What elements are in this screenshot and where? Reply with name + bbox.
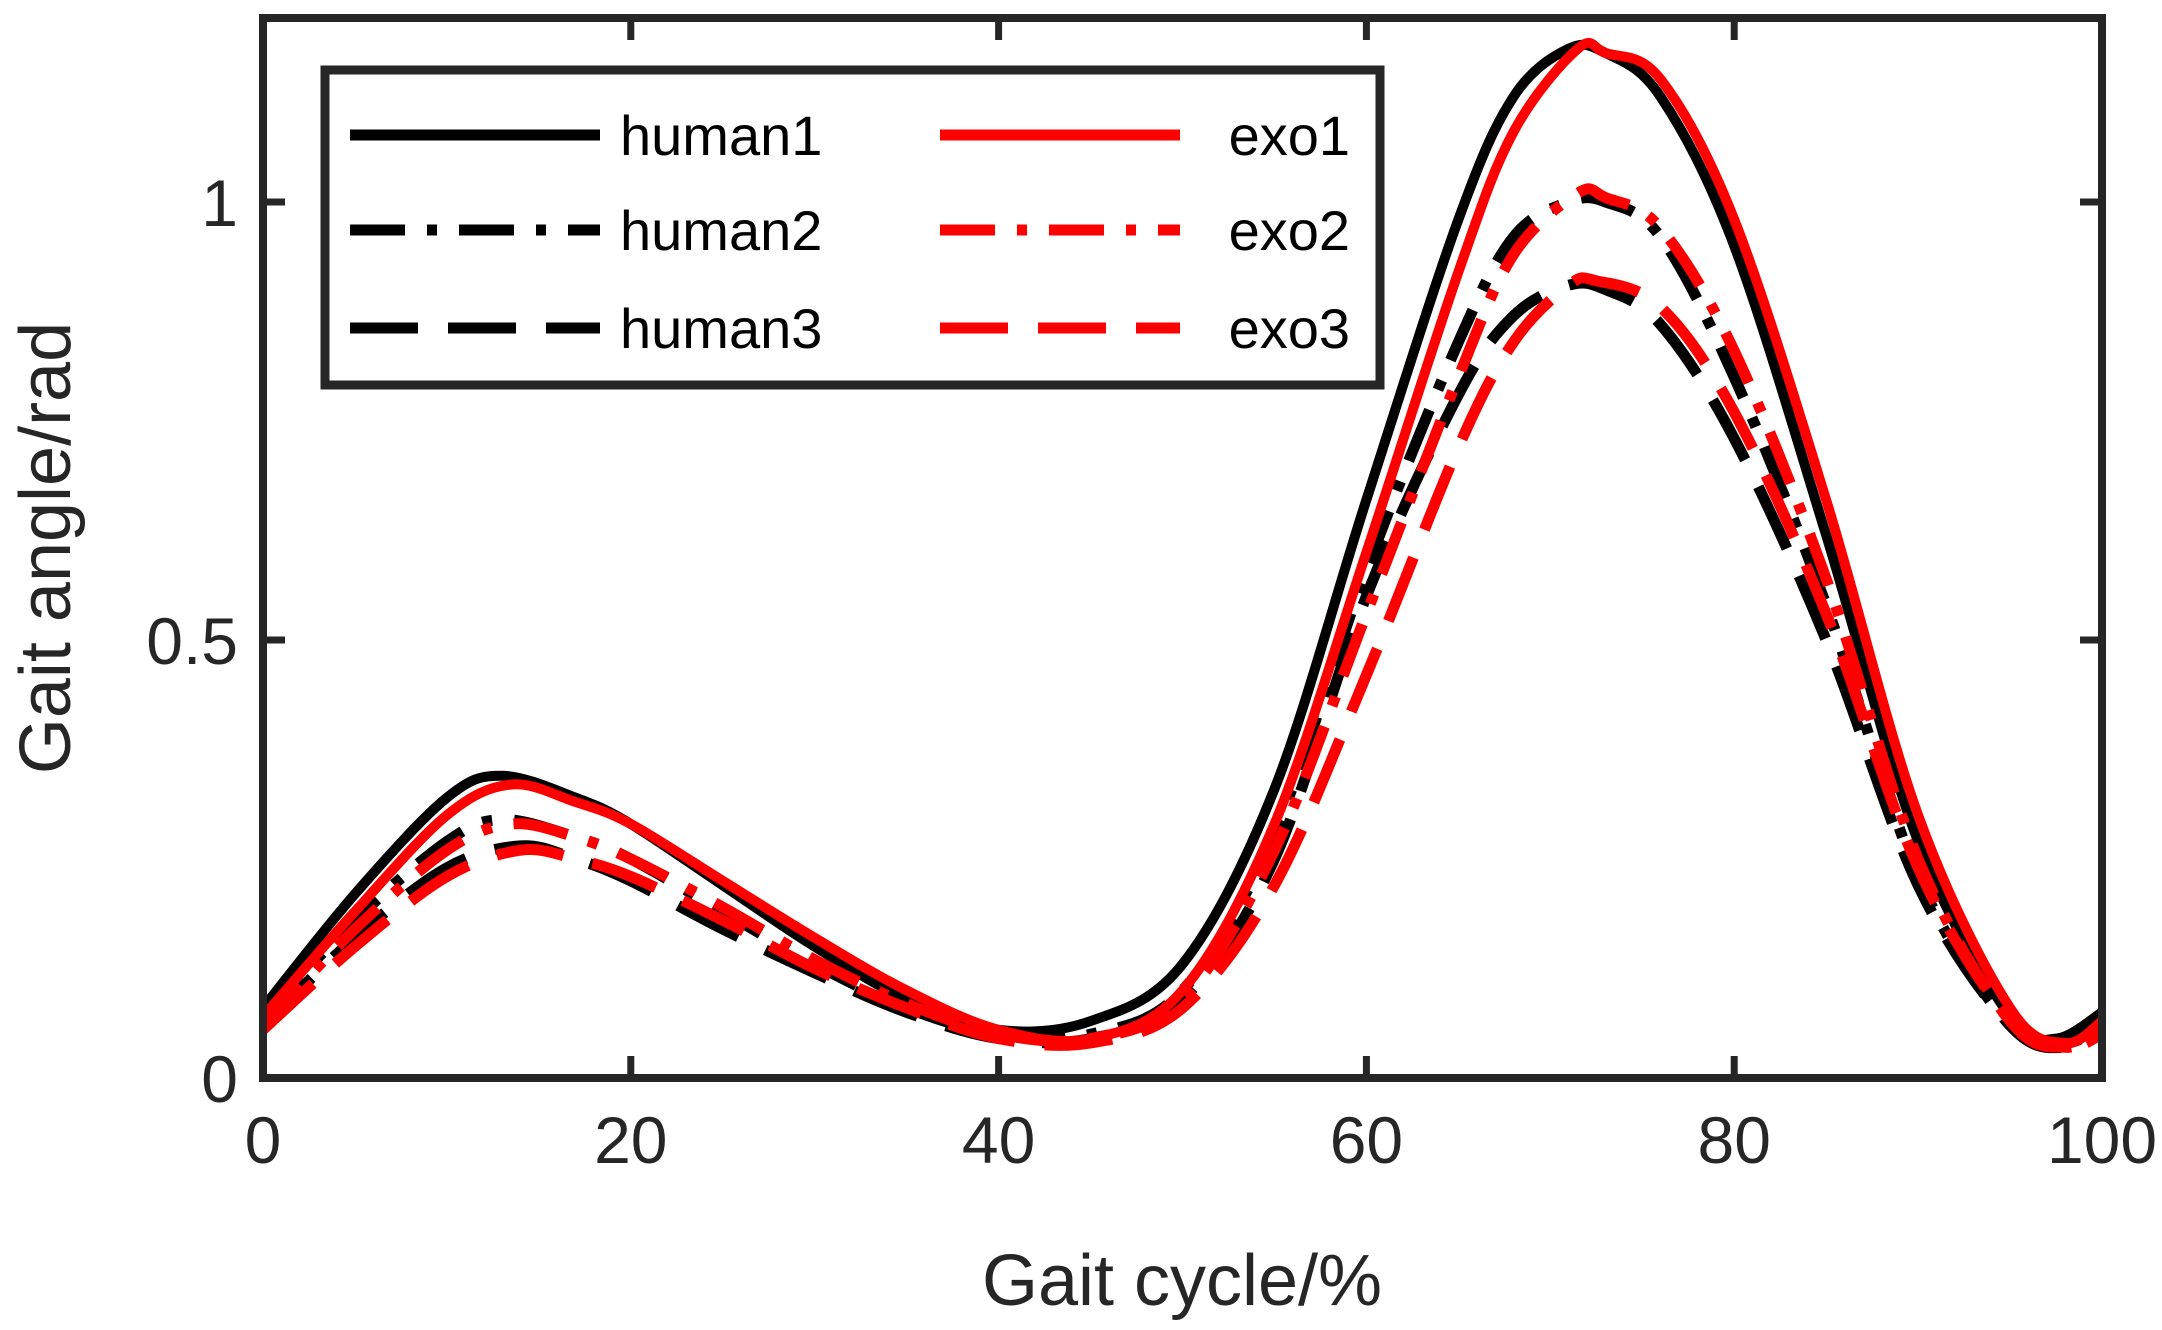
y-tick-label: 0: [201, 1042, 238, 1116]
legend-label-human3: human3: [620, 297, 822, 360]
plot-frame: [259, 14, 2106, 1082]
legend-label-exo1: exo1: [1229, 104, 1350, 167]
x-tick-label: 20: [594, 1103, 667, 1177]
y-axis-title: Gait angle/rad: [6, 322, 86, 774]
series-line-exo1: [263, 37, 2102, 1049]
x-tick-label: 40: [962, 1103, 1035, 1177]
legend-label-exo2: exo2: [1229, 199, 1350, 262]
x-tick-label: 100: [2047, 1103, 2157, 1177]
legend: human1 human2 human3 exo1 exo2 exo3: [320, 65, 1385, 390]
tick-labels: 0 20 40 60 80 100 0 0.5 1: [146, 166, 2157, 1177]
legend-label-human1: human1: [620, 104, 822, 167]
legend-label-exo3: exo3: [1229, 297, 1350, 360]
y-tick-label: 1: [201, 166, 238, 240]
series-line-exo2: [263, 183, 2102, 1053]
x-tick-label: 0: [245, 1103, 282, 1177]
x-tick-label: 80: [1697, 1103, 1770, 1177]
series-layer: [263, 37, 2102, 1054]
y-tick-label: 0.5: [146, 604, 238, 678]
x-axis-title: Gait cycle/%: [982, 1241, 1382, 1321]
legend-label-human2: human2: [620, 199, 822, 262]
series-line-exo3: [263, 272, 2102, 1053]
x-tick-label: 60: [1330, 1103, 1403, 1177]
